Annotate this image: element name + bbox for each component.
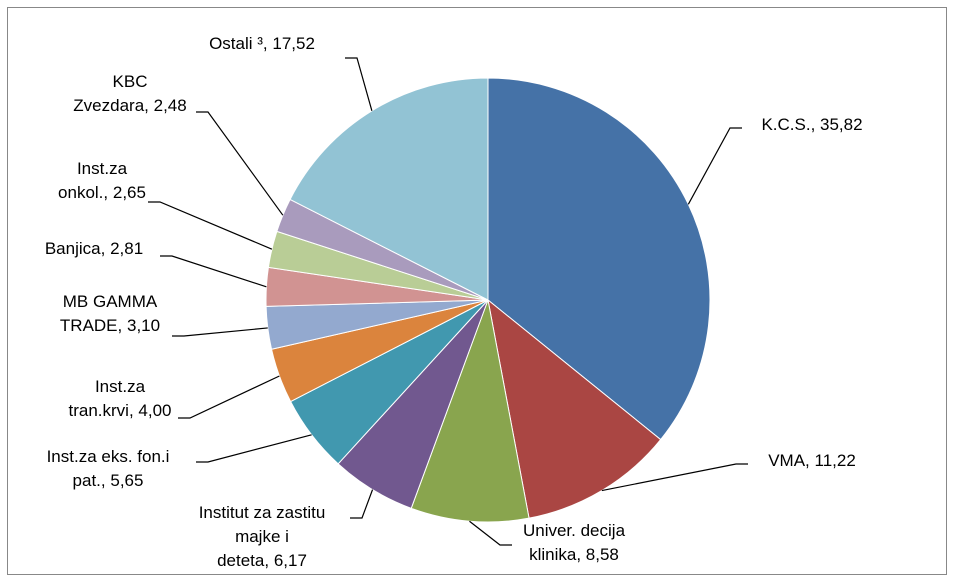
label-line: Institut za zastitu <box>199 503 326 522</box>
value-label: 5,65 <box>110 471 143 490</box>
data-label: Institut za zastitu majke i deteta, 6,17 <box>199 503 326 570</box>
data-label: Inst.za onkol., 2,65 <box>58 159 146 202</box>
label-line: deteta <box>217 551 265 570</box>
leader-line <box>196 111 284 216</box>
category-label: Institut za zastitu majke i deteta <box>199 503 326 570</box>
leader-line <box>172 327 268 337</box>
data-label: MB GAMMA TRADE, 3,10 <box>60 292 160 335</box>
value-label: 2,48 <box>154 96 187 115</box>
pie-slice <box>410 298 530 523</box>
label-line: K.C.S. <box>761 115 810 134</box>
label-line: Inst.za eks. fon.i <box>47 447 170 466</box>
value-label: 3,10 <box>127 316 160 335</box>
category-label: VMA <box>768 451 806 470</box>
data-label: Ostali ³, 17,52 <box>209 34 315 53</box>
label-separator: , <box>264 551 273 570</box>
leader-line <box>148 201 273 250</box>
category-label: Inst.za eks. fon.i pat. <box>47 447 170 490</box>
category-label: Ostali ³ <box>209 34 263 53</box>
label-separator: , <box>805 451 814 470</box>
label-separator: , <box>576 545 585 564</box>
label-line: VMA <box>768 451 806 470</box>
value-label: 4,00 <box>138 401 171 420</box>
label-line: Inst.za <box>95 377 146 396</box>
label-line: TRADE <box>60 316 118 335</box>
label-line: Zvezdara <box>73 96 144 115</box>
category-label: KBC Zvezdara <box>73 72 147 115</box>
value-label: 11,22 <box>815 451 856 470</box>
leader-line <box>196 434 312 463</box>
label-line: Banjica <box>45 239 101 258</box>
leader-line <box>469 520 512 546</box>
pie-slice <box>289 77 489 301</box>
label-line: Inst.za <box>77 159 128 178</box>
category-label: Banjica <box>45 239 101 258</box>
label-line: KBC <box>113 72 148 91</box>
label-separator: , <box>144 96 153 115</box>
leader-line <box>345 57 373 111</box>
label-line: Univer. decija <box>523 521 626 540</box>
value-label: 2,81 <box>110 239 143 258</box>
pie-slice <box>487 298 662 519</box>
data-label: Inst.za eks. fon.i pat., 5,65 <box>47 447 170 490</box>
label-line: tran.krvi <box>68 401 128 420</box>
data-label: VMA, 11,22 <box>768 451 856 470</box>
label-separator: , <box>811 115 820 134</box>
value-label: 35,82 <box>820 115 863 134</box>
pie-slice <box>487 77 711 441</box>
value-label: 6,17 <box>274 551 307 570</box>
data-label: Inst.za tran.krvi, 4,00 <box>68 377 171 420</box>
category-label: MB GAMMA TRADE <box>60 292 158 335</box>
category-label: Inst.za onkol. <box>58 159 128 202</box>
leader-line <box>687 127 742 205</box>
leader-line <box>350 489 374 519</box>
label-line: MB GAMMA <box>63 292 158 311</box>
label-line: klinika <box>529 545 577 564</box>
label-line: pat. <box>73 471 101 490</box>
label-separator: , <box>263 34 272 53</box>
label-line: Ostali ³ <box>209 34 263 53</box>
label-separator: , <box>103 183 112 202</box>
label-separator: , <box>101 239 110 258</box>
label-separator: , <box>129 401 138 420</box>
data-label: KBC Zvezdara, 2,48 <box>73 72 186 115</box>
leader-line <box>601 463 748 492</box>
data-label: Banjica, 2,81 <box>45 239 143 258</box>
value-label: 2,65 <box>113 183 146 202</box>
category-label: Univer. decija klinika <box>523 521 626 564</box>
value-label: 8,58 <box>586 545 619 564</box>
label-line: onkol. <box>58 183 103 202</box>
data-label: K.C.S., 35,82 <box>761 115 862 134</box>
label-separator: , <box>118 316 127 335</box>
category-label: K.C.S. <box>761 115 810 134</box>
label-separator: , <box>101 471 110 490</box>
value-label: 17,52 <box>272 34 315 53</box>
category-label: Inst.za tran.krvi <box>68 377 145 420</box>
label-line: majke i <box>235 527 289 546</box>
data-label: Univer. decija klinika, 8,58 <box>523 521 626 564</box>
leader-line <box>160 255 267 288</box>
leader-line <box>178 375 280 419</box>
